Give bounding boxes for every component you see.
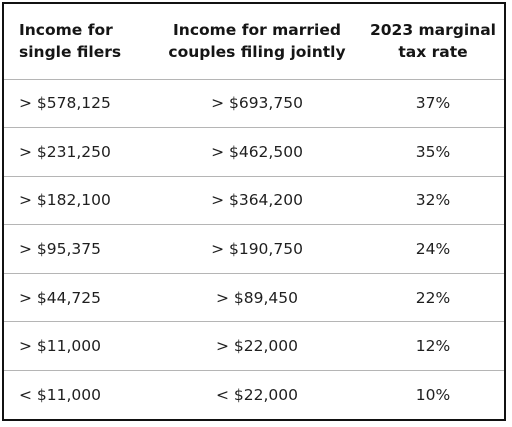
header-married-jointly: Income for married couples filing jointl… [152,4,362,79]
cell-tax-rate: 24% [362,225,504,274]
header-row: Income for single filers Income for marr… [4,4,504,79]
table-row: < $11,000 < $22,000 10% [4,371,504,420]
header-married-jointly-line2: couples filing jointly [152,41,362,63]
cell-tax-rate: 35% [362,128,504,177]
table-row: > $95,375 > $190,750 24% [4,225,504,274]
cell-married-income: < $22,000 [152,371,362,420]
table-row: > $578,125 > $693,750 37% [4,79,504,128]
cell-married-income: > $693,750 [152,79,362,128]
cell-single-income: > $44,725 [4,273,152,322]
header-married-jointly-line1: Income for married [152,19,362,41]
cell-married-income: > $364,200 [152,176,362,225]
cell-tax-rate: 22% [362,273,504,322]
header-marginal-rate-line2: tax rate [362,41,504,63]
cell-single-income: < $11,000 [4,371,152,420]
cell-married-income: > $462,500 [152,128,362,177]
table-row: > $11,000 > $22,000 12% [4,322,504,371]
cell-tax-rate: 10% [362,371,504,420]
header-single-filers-line1: Income for [19,19,152,41]
table-body: > $578,125 > $693,750 37% > $231,250 > $… [4,79,504,419]
tax-bracket-table-frame: Income for single filers Income for marr… [2,2,506,421]
cell-married-income: > $89,450 [152,273,362,322]
cell-single-income: > $231,250 [4,128,152,177]
cell-single-income: > $11,000 [4,322,152,371]
cell-tax-rate: 12% [362,322,504,371]
cell-single-income: > $182,100 [4,176,152,225]
tax-bracket-table: Income for single filers Income for marr… [4,4,504,419]
cell-married-income: > $190,750 [152,225,362,274]
cell-tax-rate: 37% [362,79,504,128]
cell-single-income: > $578,125 [4,79,152,128]
table-header: Income for single filers Income for marr… [4,4,504,79]
table-row: > $231,250 > $462,500 35% [4,128,504,177]
cell-married-income: > $22,000 [152,322,362,371]
header-single-filers: Income for single filers [4,4,152,79]
cell-tax-rate: 32% [362,176,504,225]
header-marginal-rate: 2023 marginal tax rate [362,4,504,79]
cell-single-income: > $95,375 [4,225,152,274]
header-single-filers-line2: single filers [19,41,152,63]
header-marginal-rate-line1: 2023 marginal [362,19,504,41]
table-row: > $44,725 > $89,450 22% [4,273,504,322]
table-row: > $182,100 > $364,200 32% [4,176,504,225]
